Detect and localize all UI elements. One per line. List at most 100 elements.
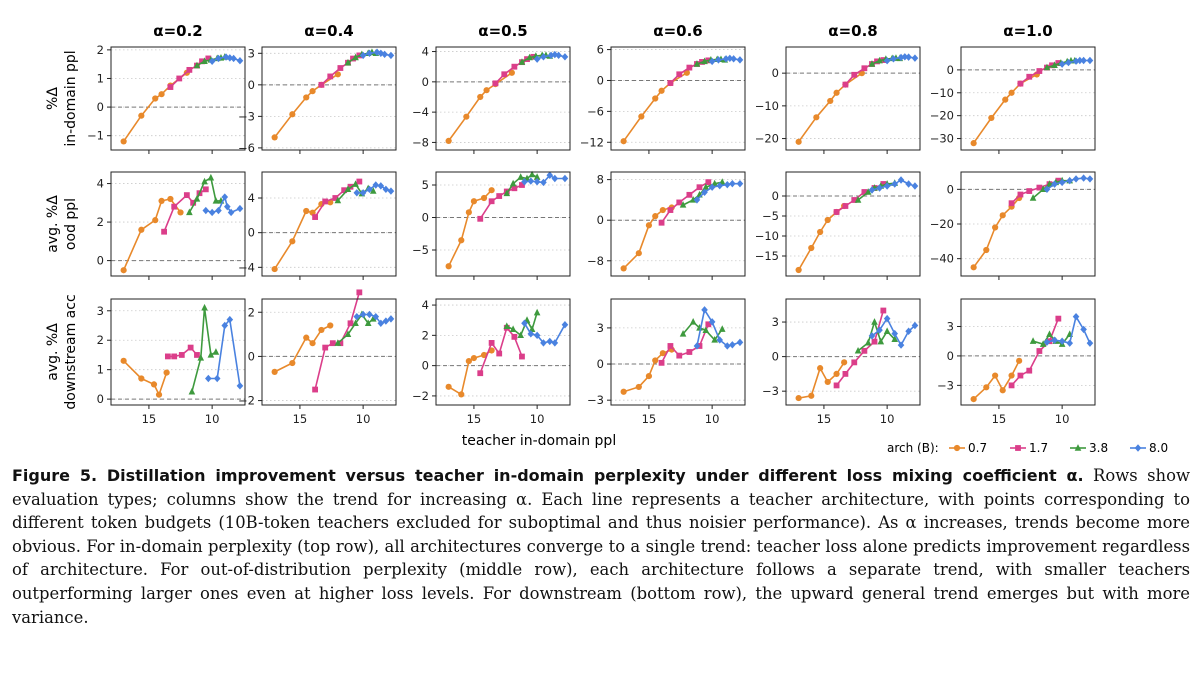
data-point-0.7 — [970, 140, 977, 147]
data-point-8.0 — [359, 310, 367, 319]
data-point-3.8 — [1043, 63, 1051, 71]
data-point-0.7 — [992, 372, 999, 379]
data-point-3.8 — [517, 331, 524, 339]
data-point-1.7 — [1017, 372, 1024, 379]
data-point-8.0 — [708, 57, 716, 66]
y-tick-label: −10 — [930, 86, 954, 100]
data-point-1.7 — [686, 64, 693, 71]
data-point-0.7 — [1008, 372, 1015, 379]
data-point-0.7 — [303, 94, 310, 101]
data-point-1.7 — [658, 359, 665, 366]
x-tick-label: 10 — [205, 412, 220, 426]
data-point-0.7 — [470, 354, 478, 362]
series-line-0.7 — [273, 201, 331, 270]
data-point-8.0 — [716, 181, 724, 190]
data-point-3.8 — [526, 53, 533, 61]
data-point-1.7 — [318, 81, 325, 88]
data-point-8.0 — [905, 53, 912, 61]
data-point-8.0 — [353, 189, 361, 197]
panel: −6 −3 0 3 — [238, 46, 397, 155]
data-point-3.8 — [517, 173, 524, 180]
data-point-8.0 — [693, 196, 701, 204]
y-tick-label: 0 — [947, 63, 954, 77]
data-point-1.7 — [1008, 382, 1015, 389]
panel-frame — [610, 46, 746, 151]
data-point-3.8 — [711, 336, 718, 343]
data-point-8.0 — [729, 341, 736, 349]
data-point-1.7 — [705, 179, 712, 186]
data-point-3.8 — [854, 196, 862, 203]
data-point-0.7 — [470, 198, 478, 205]
data-point-3.8 — [334, 196, 342, 204]
data-point-8.0 — [736, 338, 744, 347]
data-point-8.0 — [372, 312, 380, 321]
data-point-1.7 — [676, 199, 683, 206]
data-point-3.8 — [679, 330, 687, 337]
panel: −5 0 5 — [412, 170, 571, 280]
panel: −15 −10 −5 0 — [755, 171, 921, 280]
data-point-3.8 — [344, 330, 352, 338]
data-point-8.0 — [736, 56, 744, 64]
data-point-8.0 — [359, 51, 367, 60]
data-point-1.7 — [1055, 177, 1062, 184]
data-point-8.0 — [205, 374, 212, 383]
x-tick-label: 10 — [356, 412, 371, 426]
data-point-8.0 — [891, 180, 899, 188]
data-point-3.8 — [533, 308, 541, 316]
y-tick-label: −3 — [587, 393, 604, 407]
data-point-8.0 — [883, 182, 891, 190]
data-point-3.8 — [871, 318, 878, 325]
y-tick-label: −3 — [238, 109, 255, 123]
data-point-0.7 — [138, 375, 145, 382]
data-point-0.7 — [824, 378, 831, 386]
data-point-3.8 — [518, 58, 526, 65]
y-tick-label: −12 — [580, 135, 604, 149]
data-point-1.7 — [519, 353, 525, 360]
row-label-line: ood ppl — [63, 198, 79, 250]
data-point-0.7 — [480, 194, 488, 202]
y-tick-label: 4 — [422, 45, 429, 59]
data-point-8.0 — [551, 174, 559, 183]
data-point-3.8 — [344, 58, 352, 66]
data-point-1.7 — [686, 349, 693, 355]
y-tick-label: −8 — [587, 254, 604, 268]
data-point-8.0 — [883, 57, 891, 65]
y-tick-label: 0 — [422, 359, 429, 373]
panel-frame — [435, 171, 571, 277]
figure-panel-grid: α=0.2 α=0.4 α=0.5 α=0.6 α=0.8 α=1.0 %Δ in-domai… — [45, 22, 1168, 455]
data-point-0.7 — [652, 95, 659, 102]
data-point-0.7 — [833, 370, 840, 377]
panel: −8 0 8 — [587, 171, 746, 280]
data-point-3.8 — [1051, 61, 1058, 69]
data-point-8.0 — [387, 51, 395, 60]
data-point-0.7 — [465, 357, 472, 365]
data-point-1.7 — [511, 333, 518, 340]
data-point-0.7 — [999, 387, 1006, 394]
data-point-1.7 — [1055, 315, 1062, 322]
figure-caption: Figure 5. Distillation improvement versu… — [12, 464, 1190, 629]
y-tick-label: 0 — [248, 226, 255, 240]
data-point-8.0 — [381, 50, 388, 59]
data-point-8.0 — [366, 310, 373, 319]
row-label-line: in-domain ppl — [63, 50, 79, 146]
data-point-3.8 — [509, 179, 517, 187]
data-point-8.0 — [716, 336, 724, 344]
panel: −3 0 3 15 10 — [762, 298, 921, 426]
data-point-1.7 — [496, 350, 503, 357]
y-tick-label: 0 — [597, 73, 604, 87]
data-point-3.8 — [201, 57, 208, 65]
series-line-0.7 — [123, 360, 168, 396]
series-line-0.7 — [623, 206, 672, 269]
data-point-8.0 — [708, 183, 716, 191]
legend: arch (B): 0.7 1.7 3.8 8.0 — [887, 441, 1168, 455]
y-tick-label: −20 — [755, 132, 779, 146]
data-point-1.7 — [341, 187, 348, 194]
data-point-0.7 — [620, 138, 627, 145]
y-tick-label: 0 — [97, 254, 104, 268]
data-point-3.8 — [197, 353, 205, 361]
data-point-3.8 — [701, 57, 708, 65]
legend-marker — [1015, 445, 1021, 451]
panel-frame — [610, 298, 746, 406]
data-point-0.7 — [271, 265, 278, 273]
y-tick-label: −3 — [937, 378, 954, 392]
